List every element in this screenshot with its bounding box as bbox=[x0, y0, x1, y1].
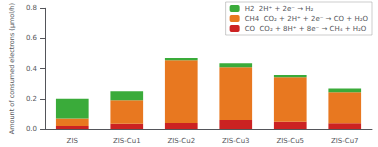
svg-text:Amount of consumed electrons (: Amount of consumed electrons (μmol/h) bbox=[8, 3, 16, 134]
svg-text:0.4: 0.4 bbox=[26, 65, 38, 73]
svg-text:0.6: 0.6 bbox=[26, 34, 38, 42]
svg-text:ZIS-Cu7: ZIS-Cu7 bbox=[331, 137, 359, 145]
svg-text:ZIS-Cu2: ZIS-Cu2 bbox=[167, 137, 195, 145]
svg-text:H2 2H⁺ + 2e⁻ → H₂: H2 2H⁺ + 2e⁻ → H₂ bbox=[245, 5, 314, 13]
svg-text:ZIS: ZIS bbox=[67, 137, 79, 145]
svg-text:ZIS-Cu1: ZIS-Cu1 bbox=[113, 137, 141, 145]
svg-text:ZIS-Cu3: ZIS-Cu3 bbox=[222, 137, 250, 145]
svg-text:ZIS-Cu5: ZIS-Cu5 bbox=[276, 137, 304, 145]
svg-text:CH4 CO₂ + 2H⁺ + 2e⁻ → CO + H₂: CH4 CO₂ + 2H⁺ + 2e⁻ → CO + H₂O bbox=[245, 15, 369, 23]
svg-text:0.0: 0.0 bbox=[26, 125, 37, 133]
svg-text:0.8: 0.8 bbox=[26, 4, 37, 12]
svg-text:CO CO₂ + 8H⁺ + 8e⁻ → CH₄ + H₂: CO CO₂ + 8H⁺ + 8e⁻ → CH₄ + H₂O bbox=[245, 25, 367, 33]
svg-text:0.2: 0.2 bbox=[26, 95, 37, 103]
